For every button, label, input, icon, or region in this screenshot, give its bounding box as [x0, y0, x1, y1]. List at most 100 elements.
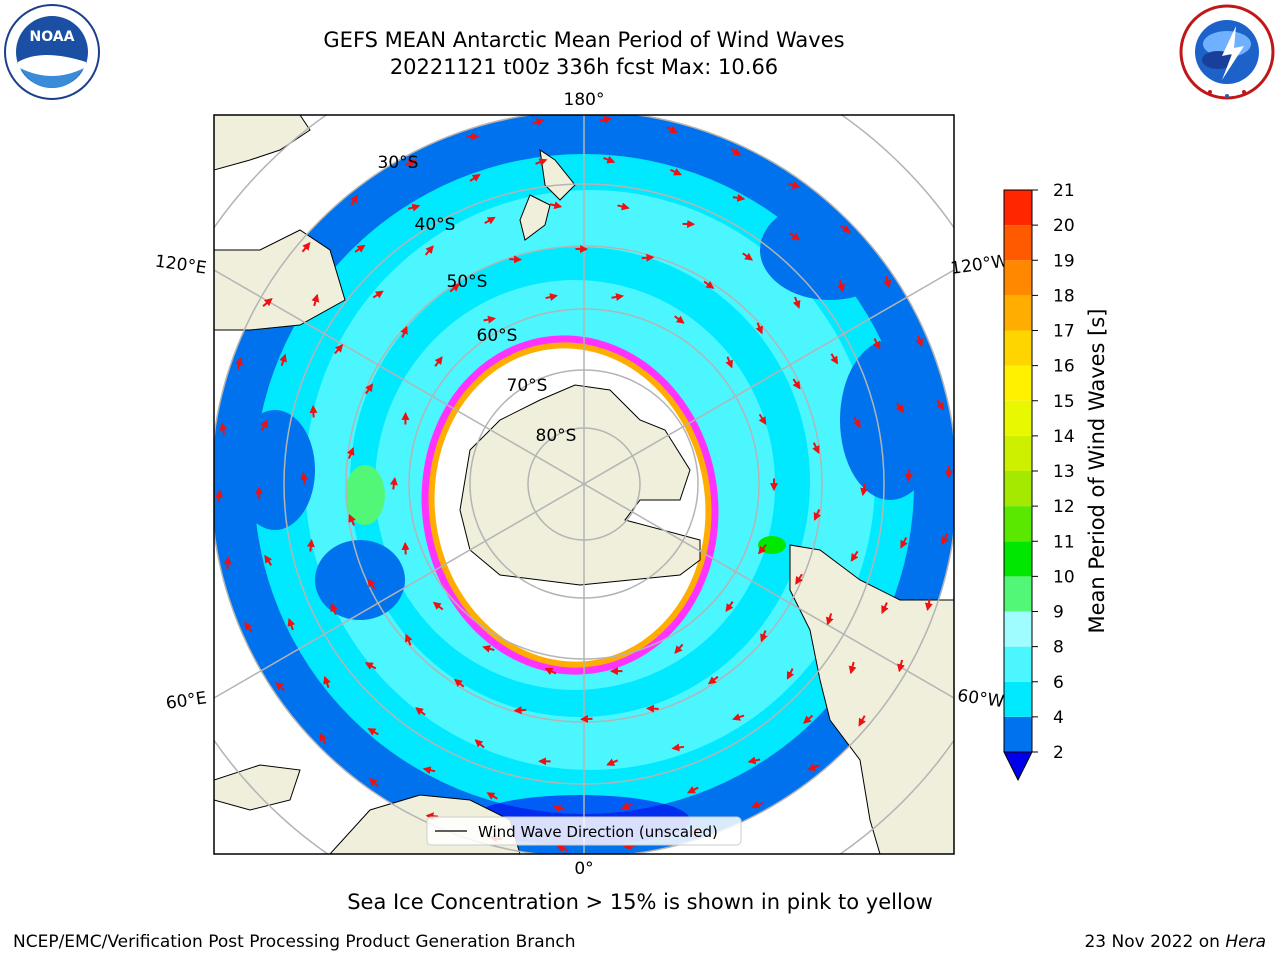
wind-arrow	[904, 469, 913, 482]
wind-arrow	[535, 158, 548, 166]
wind-arrow	[350, 194, 358, 206]
wind-arrow	[432, 601, 444, 611]
map-legend: Wind Wave Direction (unscaled)	[426, 816, 742, 846]
wind-arrow	[758, 413, 767, 426]
lon-label-60w: 60°W	[956, 686, 1005, 712]
wind-arrow	[544, 667, 557, 676]
wind-arrow	[425, 812, 439, 821]
wind-arrow	[556, 845, 569, 853]
wind-arrow	[848, 661, 857, 675]
wind-arrow	[367, 728, 379, 736]
wind-arrow	[407, 203, 421, 212]
wind-arrow	[330, 603, 338, 615]
wind-arrow	[545, 293, 558, 301]
wind-arrow	[552, 804, 565, 813]
wind-arrow	[486, 792, 498, 800]
wind-arrow	[389, 476, 398, 490]
chart-title: GEFS MEAN Antarctic Mean Period of Wind …	[323, 28, 845, 52]
wind-arrow	[837, 279, 845, 293]
wind-arrow	[881, 602, 889, 614]
wind-arrow	[422, 766, 436, 775]
wind-arrow	[279, 353, 287, 366]
wind-arrow	[755, 322, 763, 335]
wind-arrow	[400, 325, 408, 338]
lat-label-60s: 60°S	[477, 326, 518, 346]
noaa-logo: NOAA	[4, 4, 100, 100]
wind-arrow	[757, 544, 767, 555]
map-frame	[213, 114, 955, 855]
lon-label-60e: 60°E	[165, 688, 208, 713]
wind-arrow	[453, 678, 465, 688]
wind-arrow	[858, 715, 866, 727]
nws-logo	[1179, 4, 1275, 100]
wind-arrow	[262, 298, 273, 307]
wind-arrow	[434, 356, 443, 367]
wind-arrow	[482, 644, 495, 653]
wind-arrow	[895, 402, 904, 414]
lon-label-180: 180°	[564, 90, 605, 110]
wind-arrow	[617, 202, 630, 211]
wind-arrow	[725, 601, 734, 612]
wind-arrow	[703, 280, 715, 289]
wind-arrow	[623, 841, 636, 850]
wind-arrow	[474, 739, 485, 749]
wind-arrow	[346, 446, 355, 459]
wind-arrow	[674, 643, 684, 654]
wind-arrow	[747, 756, 761, 765]
wind-arrow	[924, 598, 933, 612]
wind-arrow	[449, 283, 460, 293]
wind-arrow	[853, 416, 861, 429]
wind-arrow	[415, 707, 426, 716]
wind-arrow	[311, 293, 320, 307]
wind-arrow	[807, 763, 820, 771]
wind-arrow	[405, 633, 413, 646]
wind-arrow	[611, 293, 624, 301]
wind-arrow	[513, 706, 527, 715]
wind-arrow	[786, 668, 795, 680]
credit-text: NCEP/EMC/Verification Post Processing Pr…	[13, 932, 576, 952]
wind-arrow	[725, 356, 733, 369]
wind-arrow	[287, 618, 296, 631]
wind-arrow	[306, 538, 315, 552]
wind-arrow	[707, 675, 719, 685]
wind-arrow	[367, 578, 376, 590]
wind-arrow	[264, 554, 273, 566]
legend-label: Wind Wave Direction (unscaled)	[478, 823, 718, 841]
wind-arrow	[760, 630, 768, 643]
wind-arrow	[401, 541, 410, 555]
wind-arrow	[732, 713, 745, 721]
lat-label-30s: 30°S	[378, 153, 419, 173]
wind-arrow	[915, 335, 924, 348]
wind-arrow	[483, 315, 496, 324]
sea-ice-note: Sea Ice Concentration > 15% is shown in …	[347, 890, 933, 914]
wind-arrow	[860, 483, 869, 497]
wind-arrow	[641, 253, 655, 262]
wind-arrow	[469, 174, 481, 182]
wind-arrow	[620, 802, 633, 810]
lon-label-120w: 120°W	[949, 251, 1009, 279]
wind-arrow	[549, 201, 563, 210]
wind-arrow	[645, 704, 659, 713]
wind-arrow	[670, 168, 682, 176]
wind-arrow	[795, 573, 803, 585]
wind-arrow	[244, 621, 253, 633]
lat-label-50s: 50°S	[447, 272, 488, 292]
wind-arrow	[603, 155, 616, 164]
wind-arrow	[850, 550, 859, 562]
wind-arrow	[897, 659, 905, 673]
wind-arrow	[223, 556, 232, 569]
wind-arrow	[789, 232, 801, 241]
wind-arrow	[830, 353, 839, 365]
lat-label-70s: 70°S	[507, 376, 548, 396]
wind-arrow	[532, 118, 545, 127]
wind-arrow	[365, 383, 374, 395]
wind-arrow	[666, 125, 678, 134]
lon-label-120e: 120°E	[154, 252, 208, 279]
wind-arrow	[803, 714, 814, 724]
wind-arrow	[792, 378, 801, 390]
wind-arrow	[424, 245, 434, 256]
wind-arrow	[235, 357, 243, 370]
wind-arrow	[825, 613, 834, 626]
wind-arrow	[742, 252, 754, 261]
wind-arrow	[215, 489, 224, 503]
